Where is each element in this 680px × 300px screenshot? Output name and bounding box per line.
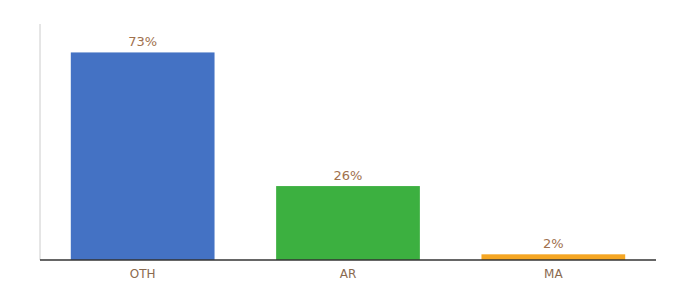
data-label: 73% xyxy=(128,34,157,49)
data-label: 26% xyxy=(334,168,363,183)
x-tick-label: AR xyxy=(340,267,357,281)
x-tick-label: MA xyxy=(544,267,563,281)
bar xyxy=(71,52,215,260)
chart-container: OTH AR MA 73% 26% 2% xyxy=(0,0,680,300)
data-label: 2% xyxy=(543,236,564,251)
bar xyxy=(481,254,625,260)
bar xyxy=(276,186,420,260)
y-axis-line xyxy=(40,24,41,260)
chart-svg: OTH AR MA 73% 26% 2% xyxy=(0,0,680,300)
bars xyxy=(71,52,625,260)
x-tick-label: OTH xyxy=(130,267,156,281)
x-axis-line xyxy=(40,259,656,261)
